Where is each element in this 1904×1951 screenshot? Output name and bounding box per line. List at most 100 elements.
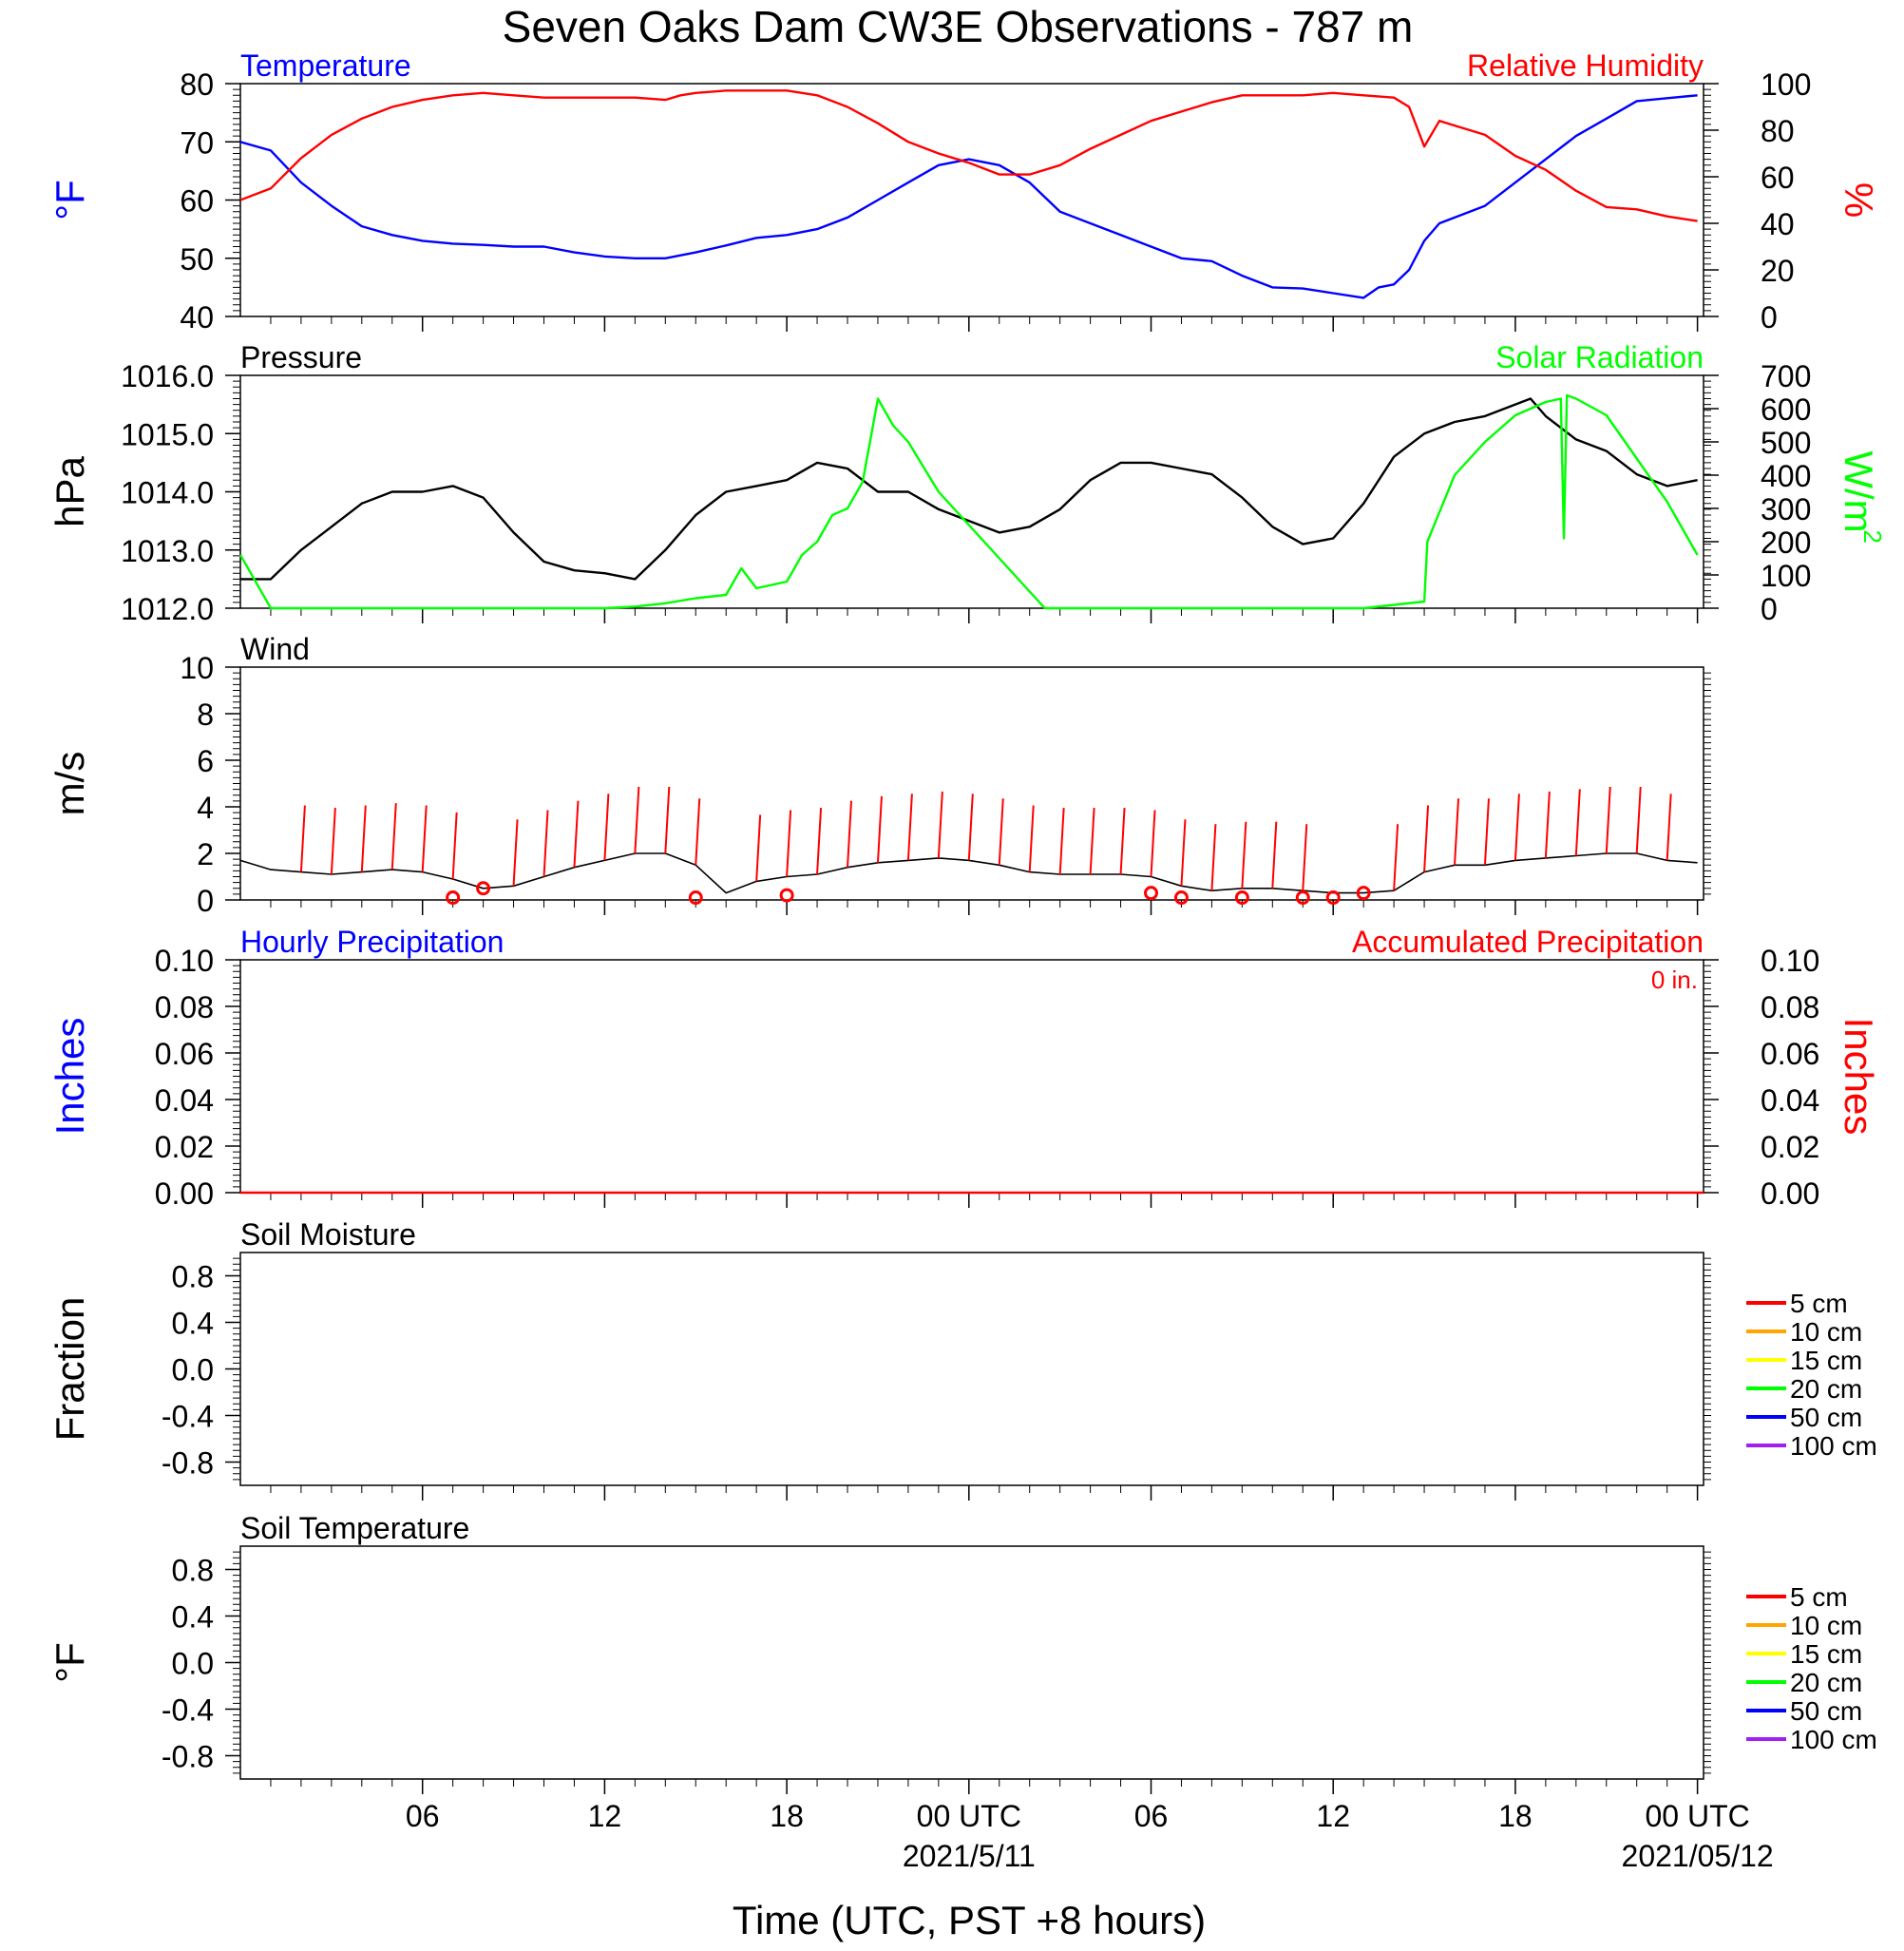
wind-barb [1271, 821, 1278, 889]
y-tick-label: 60 [180, 184, 214, 219]
y-tick-label: 0.8 [172, 1554, 214, 1588]
y-tick-label: 0 [197, 884, 214, 918]
y-tick-label: 40 [180, 300, 214, 335]
wind-barb [421, 805, 428, 872]
calm-wind-marker [1325, 890, 1341, 906]
plot-frame [239, 1252, 1704, 1486]
panel-title-right: Accumulated Precipitation [1352, 925, 1704, 959]
y-axis-label-left: Fraction [48, 1297, 92, 1442]
y-axis-label-left: °F [48, 1642, 92, 1682]
wind-barb [664, 786, 671, 854]
wind-barb [1393, 824, 1399, 891]
y-tick-label-right: 60 [1761, 161, 1795, 195]
wind-barb [937, 791, 943, 858]
wind-barb [816, 807, 823, 875]
panel-soil_moisture: -0.8 -0.4 0.0 0.4 0.8 Soil Moisture Fraction 5 … [48, 1217, 1877, 1501]
wind-barb [1514, 794, 1520, 861]
wind-barb [573, 800, 580, 868]
y-tick-label: 8 [197, 698, 214, 732]
y-axis-label-right: W/m [1837, 450, 1881, 532]
legend-label: 5 cm [1790, 1289, 1848, 1318]
legend-label: 5 cm [1790, 1582, 1848, 1612]
chart-title: Seven Oaks Dam CW3E Observations - 787 m [503, 2, 1414, 51]
panel-title-right: Relative Humidity [1467, 48, 1704, 83]
y-axis-label-right: Inches [1837, 1018, 1881, 1136]
calm-wind-marker [688, 890, 703, 906]
x-tick-date-label: 2021/5/11 [903, 1839, 1036, 1873]
legend-label: 10 cm [1790, 1317, 1862, 1347]
wind-barb [603, 794, 610, 861]
panel-title-left: Soil Moisture [240, 1217, 416, 1252]
wind-barb [1210, 824, 1217, 891]
y-tick-label: 0.00 [155, 1176, 214, 1211]
wind-barb [330, 807, 336, 875]
y-tick-label: 1012.0 [121, 592, 214, 626]
y-tick-label: 50 [180, 242, 214, 277]
panel-title-left: Pressure [240, 340, 362, 374]
y-tick-label: 2 [197, 837, 214, 871]
y-axis-label-left: hPa [48, 455, 92, 526]
y-tick-label: -0.4 [162, 1400, 214, 1434]
legend-label: 50 cm [1790, 1696, 1862, 1726]
y-tick-label-right: 0 [1761, 300, 1778, 335]
y-tick-label: 70 [180, 125, 214, 160]
y-axis-label-right-superscript: 2 [1858, 530, 1887, 544]
wind-barb [1574, 789, 1581, 856]
y-tick-label-right: 500 [1761, 426, 1811, 460]
wind-barb [1089, 807, 1095, 875]
series-wind [239, 852, 1698, 894]
calm-wind-marker [1144, 886, 1159, 901]
series-relative-humidity [239, 89, 1698, 222]
panel-title-left: Hourly Precipitation [240, 925, 504, 959]
y-tick-label: 0.02 [155, 1130, 214, 1164]
plot-frame [239, 959, 1704, 1194]
panel-title-left: Temperature [240, 48, 411, 83]
y-tick-label: 0.8 [172, 1260, 214, 1294]
wind-barb [1302, 824, 1308, 891]
y-tick-label-right: 0.10 [1761, 944, 1819, 978]
y-tick-label: 0.4 [172, 1600, 214, 1635]
panel-precipitation: 0.00 0.02 0.04 0.06 0.08 0.10 0.00 0.02 0.04 0.06… [48, 925, 1881, 1211]
y-tick-label-right: 0.04 [1761, 1083, 1819, 1118]
x-tick-label: 12 [1316, 1799, 1350, 1833]
y-tick-label: 4 [197, 791, 214, 825]
wind-barb [876, 795, 883, 863]
panel-title-left: Wind [240, 632, 310, 666]
wind-barb [1058, 807, 1065, 875]
wind-barb [906, 794, 913, 861]
x-tick-label: 18 [770, 1799, 804, 1833]
legend-label: 100 cm [1790, 1431, 1877, 1461]
y-tick-label: 1013.0 [121, 534, 214, 568]
wind-barb [786, 810, 792, 877]
wind-barb [1605, 786, 1611, 854]
panel-title-left: Soil Temperature [240, 1511, 469, 1545]
wind-barb [299, 805, 306, 872]
y-tick-label: 0.06 [155, 1037, 214, 1071]
panel-wind: 0 2 4 6 8 10 Wind m/s [48, 632, 1711, 918]
wind-barb [1028, 805, 1035, 872]
x-tick-label: 06 [406, 1799, 440, 1833]
wind-barb [755, 814, 762, 882]
wind-barb [634, 786, 640, 854]
y-tick-label: 6 [197, 744, 214, 778]
y-tick-label: -0.4 [162, 1693, 214, 1728]
legend-label: 10 cm [1790, 1611, 1862, 1640]
wind-barb [360, 805, 367, 872]
y-tick-label: 1016.0 [121, 359, 214, 393]
x-tick-label: 12 [588, 1799, 622, 1833]
y-tick-label-right: 0.06 [1761, 1037, 1819, 1071]
y-tick-label-right: 0.02 [1761, 1130, 1819, 1164]
x-tick-label: 06 [1134, 1799, 1169, 1833]
calm-wind-marker [446, 890, 461, 906]
panel-temperature_rh: 40 50 60 70 80 0 20 40 60 80 100 Temperature Relativ… [48, 48, 1881, 335]
y-tick-label-right: 100 [1761, 559, 1811, 593]
wind-barb [1666, 794, 1672, 861]
series-solar-radiation [238, 393, 1699, 610]
y-axis-label-left: °F [48, 180, 92, 220]
x-tick-label: 18 [1498, 1799, 1533, 1833]
y-axis-label-left: m/s [48, 752, 92, 816]
y-axis-label-right: % [1837, 182, 1881, 218]
wind-barb [1454, 798, 1460, 866]
